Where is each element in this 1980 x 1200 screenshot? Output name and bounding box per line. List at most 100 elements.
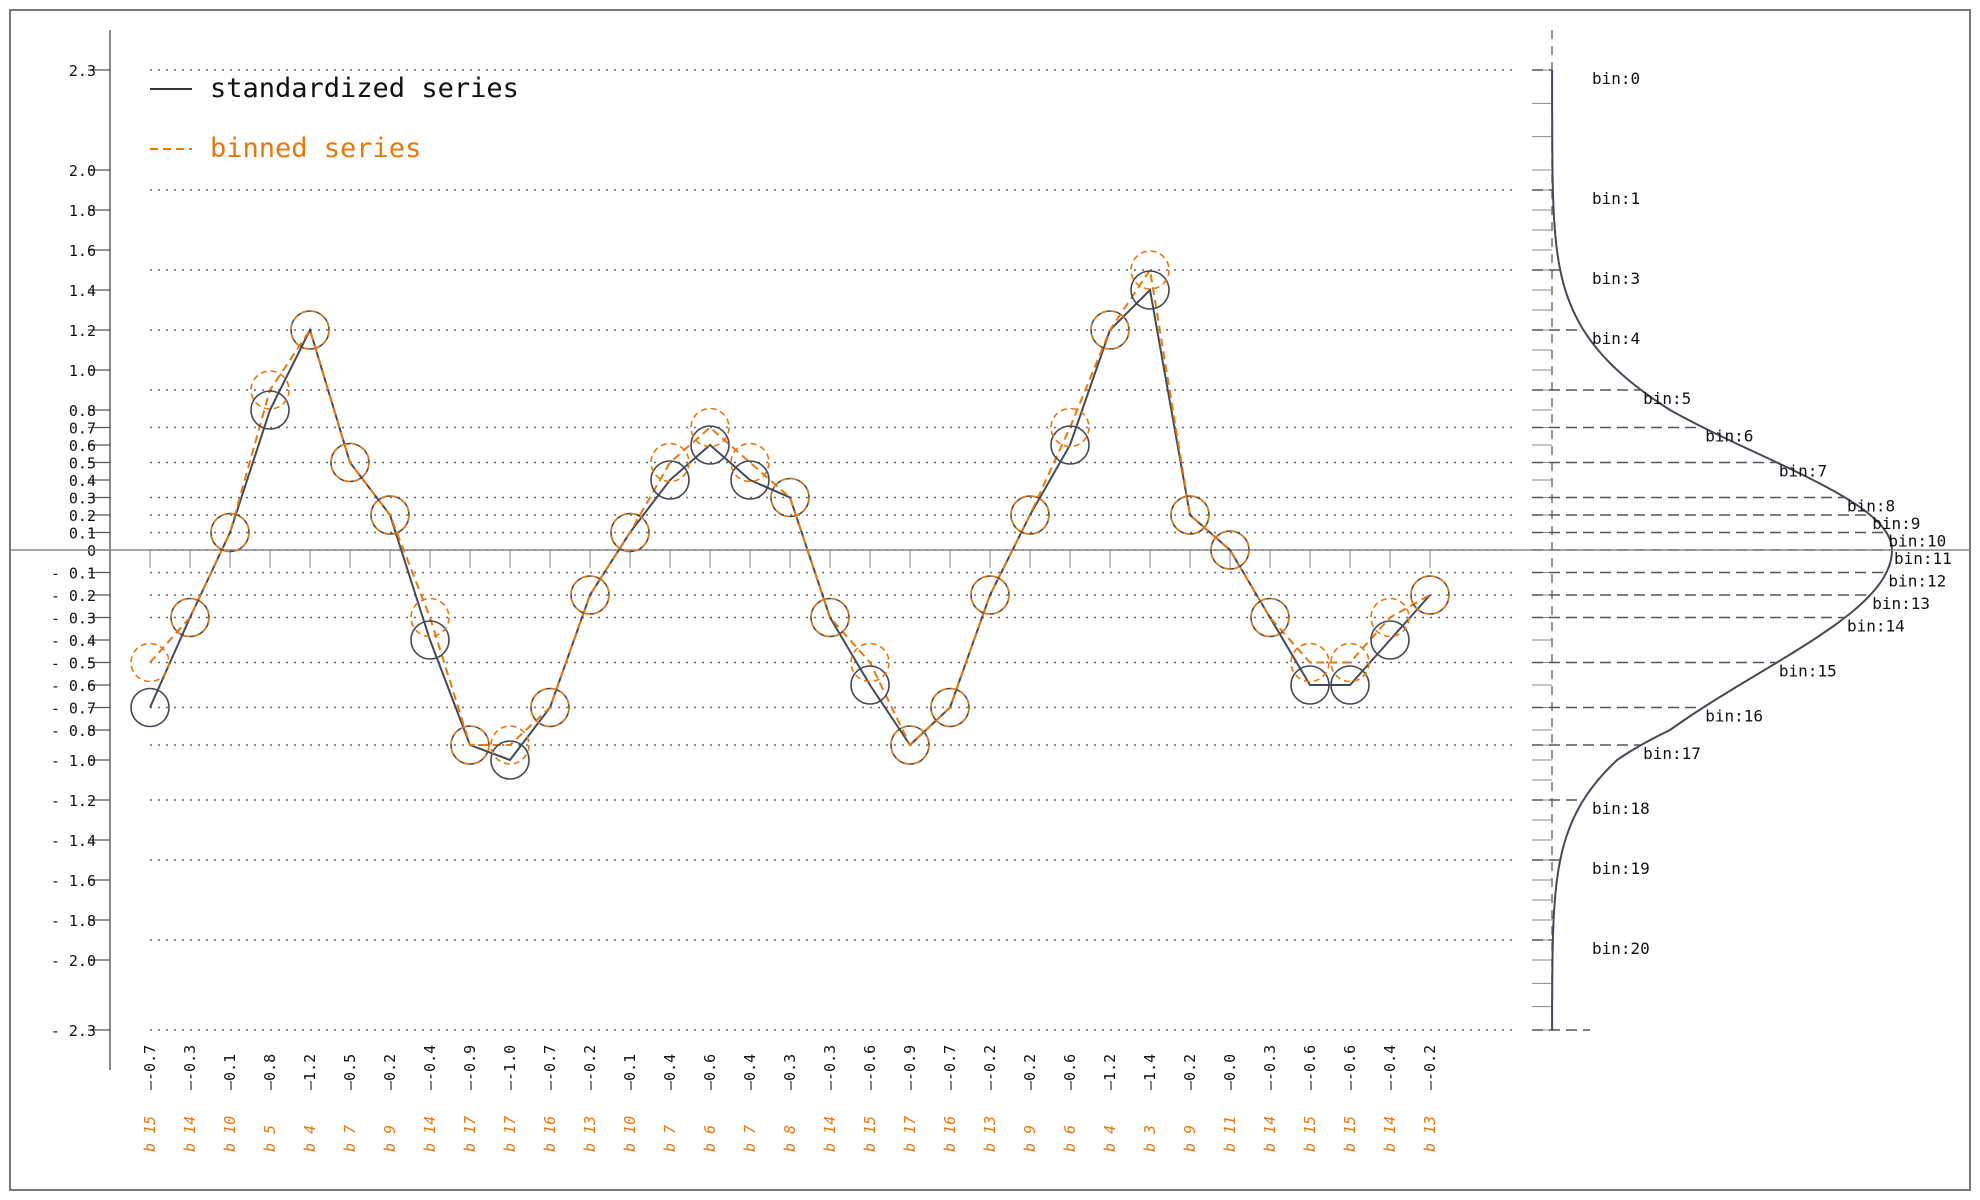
- bin-edge-label: bin:8: [1847, 497, 1895, 516]
- standardized-point: [730, 460, 770, 500]
- bin-edge-label: bin:1: [1592, 189, 1640, 208]
- bin-label: b 17: [501, 1116, 519, 1152]
- binned-point: [690, 407, 730, 448]
- x-tick-label: —-0.2: [981, 1045, 999, 1090]
- y-tick-label: - 1.4: [51, 832, 96, 850]
- standardized-point: [410, 620, 450, 660]
- x-tick-label: —0.2: [381, 1054, 399, 1090]
- x-tick-label: —0.0: [1221, 1054, 1239, 1090]
- y-tick-label: - 0.8: [51, 722, 96, 740]
- bin-edge-label: bin:4: [1592, 329, 1640, 348]
- legend-label-standardized: standardized series: [210, 73, 519, 104]
- binned-point: [1290, 642, 1330, 683]
- bin-label: b 13: [581, 1116, 599, 1152]
- standardized-point: [1130, 270, 1170, 310]
- binned-point: [890, 725, 930, 765]
- bin-label: b 3: [1141, 1125, 1159, 1152]
- binned-point: [1330, 642, 1370, 683]
- y-tick-label: 1.2: [69, 322, 96, 340]
- bin-edge-label: bin:20: [1592, 939, 1650, 958]
- standardized-point: [850, 665, 890, 705]
- x-tick-label: —-0.4: [421, 1045, 439, 1090]
- y-tick-label: 2.0: [69, 162, 96, 180]
- y-tick-label: - 0.5: [51, 655, 96, 673]
- x-tick-label: —-0.6: [1301, 1045, 1319, 1090]
- binned-point: [930, 687, 970, 728]
- y-tick-label: 1.8: [69, 202, 96, 220]
- x-tick-label: —0.4: [661, 1054, 679, 1090]
- binned-point: [970, 575, 1010, 615]
- x-tick-label: —0.2: [1181, 1054, 1199, 1090]
- x-tick-label: —0.1: [221, 1054, 239, 1090]
- standardized-point: [1050, 425, 1090, 465]
- bin-edge-label: bin:3: [1592, 269, 1640, 288]
- x-tick-label: —-0.7: [541, 1045, 559, 1090]
- y-tick-label: 0.1: [69, 525, 96, 543]
- binned-point: [330, 442, 370, 483]
- standardized-point: [490, 740, 530, 780]
- y-tick-label: - 1.6: [51, 872, 96, 890]
- bin-label: b 16: [941, 1116, 959, 1152]
- binned-point: [1210, 530, 1250, 570]
- bin-label: b 16: [541, 1116, 559, 1152]
- bin-edge-label: bin:17: [1643, 744, 1701, 763]
- y-tick-label: 0.3: [69, 490, 96, 508]
- bin-label: b 17: [901, 1116, 919, 1152]
- binned-point: [210, 512, 250, 553]
- y-tick-label: - 1.8: [51, 912, 96, 930]
- x-tick-label: —-0.7: [941, 1045, 959, 1090]
- bin-label: b 14: [421, 1116, 439, 1152]
- binned-point: [370, 495, 410, 535]
- x-tick-label: —0.8: [261, 1054, 279, 1090]
- x-tick-label: —-0.3: [821, 1045, 839, 1090]
- legend-label-binned: binned series: [210, 133, 421, 164]
- bin-label: b 14: [1381, 1116, 1399, 1152]
- binned-point: [850, 642, 890, 683]
- standardized-point: [1290, 665, 1330, 705]
- binned-point: [730, 442, 770, 483]
- bin-label: b 5: [261, 1125, 279, 1152]
- bin-label: b 15: [861, 1116, 879, 1152]
- bin-label: b 6: [1061, 1125, 1079, 1152]
- y-tick-label: - 0.3: [51, 610, 96, 628]
- x-tick-label: —-0.9: [461, 1045, 479, 1090]
- bin-edge-label: bin:6: [1705, 427, 1753, 446]
- standardized-point: [1330, 665, 1370, 705]
- standardized-point: [250, 390, 290, 430]
- binned-point: [1410, 575, 1450, 615]
- binned-point: [130, 642, 170, 683]
- grid: [150, 69, 1515, 1031]
- y-tick-label: 0.5: [69, 455, 96, 473]
- x-tick-label: —0.2: [1021, 1054, 1039, 1090]
- y-tick-label: - 0.4: [51, 632, 96, 650]
- bin-label: b 15: [1341, 1116, 1359, 1152]
- binned-point: [610, 512, 650, 553]
- bin-label: b 13: [1421, 1116, 1439, 1152]
- binned-point: [650, 442, 690, 483]
- y-tick-label: 1.6: [69, 242, 96, 260]
- bin-edge-label: bin:19: [1592, 859, 1650, 878]
- bin-edge-label: bin:13: [1872, 594, 1930, 613]
- x-tick-label: —-0.9: [901, 1045, 919, 1090]
- x-tick-label: —0.3: [781, 1054, 799, 1090]
- x-tick-label: —-0.7: [141, 1045, 159, 1090]
- binned-point: [530, 687, 570, 728]
- x-tick-label: —1.2: [1101, 1054, 1119, 1090]
- bin-edge-label: bin:7: [1779, 462, 1827, 481]
- x-tick-label: —0.5: [341, 1054, 359, 1090]
- standardized-point: [690, 425, 730, 465]
- x-tick-label: —-0.6: [1341, 1045, 1359, 1090]
- binned-point: [250, 370, 290, 410]
- y-tick-label: - 2.0: [51, 952, 96, 970]
- y-tick-label: 0.6: [69, 437, 96, 455]
- x-tick-label: —-0.4: [1381, 1045, 1399, 1090]
- y-tick-label: 0.2: [69, 507, 96, 525]
- x-tick-label: —-0.2: [581, 1045, 599, 1090]
- bin-label: b 4: [301, 1125, 319, 1152]
- x-tick-label: —-0.3: [1261, 1045, 1279, 1090]
- x-tick-label: —0.6: [701, 1054, 719, 1090]
- binned-point: [1010, 495, 1050, 535]
- standardized-point: [1370, 620, 1410, 660]
- bin-label: b 10: [621, 1116, 639, 1152]
